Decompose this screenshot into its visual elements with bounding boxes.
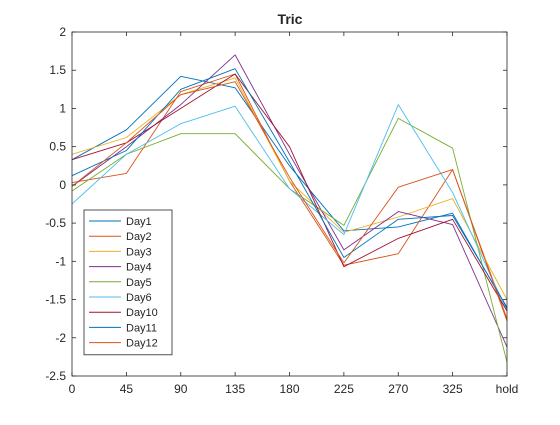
series-line-day1 [71, 75, 508, 309]
x-tick-label: hold [496, 382, 519, 396]
legend-label-day2: Day2 [126, 231, 152, 243]
y-tick-label: 0.5 [49, 140, 66, 154]
x-tick-label: 270 [388, 382, 408, 396]
axes-layer: 0 45 90 135 180 225 270 325 hold -2.5 -2 -1.5 -1 -0.5… [45, 25, 518, 396]
legend-label-day12: Day12 [126, 338, 158, 350]
x-tick-label: 325 [443, 382, 463, 396]
series-line-day11 [71, 68, 508, 308]
legend-box [83, 209, 173, 356]
legend-label-day1: Day1 [126, 216, 152, 228]
y-tick-label: -0.5 [45, 216, 66, 230]
y-tick-label: 1.5 [49, 63, 66, 77]
chart-title: Tric [278, 11, 303, 27]
y-tick-label: -1.5 [45, 293, 66, 307]
legend-label-day10: Day10 [126, 307, 158, 319]
y-tick-label: -2 [55, 331, 66, 345]
series-line-day4 [71, 54, 508, 348]
x-tick-label: 225 [334, 382, 354, 396]
x-tick-label: 45 [120, 382, 134, 396]
legend-label-day3: Day3 [126, 246, 152, 258]
x-tick-label: 90 [174, 382, 188, 396]
y-tick-label: 1 [59, 101, 66, 115]
legend: Day1 Day2 Day3 Day4 Day5 Day6 Day10 Day11 Day12 [83, 209, 173, 356]
legend-label-day11: Day11 [126, 322, 157, 334]
series-line-day3 [71, 77, 508, 300]
legend-label-day5: Day5 [126, 277, 152, 289]
legend-label-day4: Day4 [126, 262, 152, 274]
series-layer [71, 54, 508, 363]
x-tick-label: 180 [279, 382, 299, 396]
x-tick-label: 135 [225, 382, 245, 396]
x-tick-label: 0 [69, 382, 76, 396]
series-line-day6 [71, 104, 508, 312]
series-line-day12 [71, 81, 508, 322]
y-tick-label: -1 [55, 254, 66, 268]
y-tick-label: 0 [59, 178, 66, 192]
y-tick-label: 2 [59, 25, 66, 39]
series-line-day10 [71, 73, 508, 312]
legend-label-day6: Day6 [126, 292, 152, 304]
y-tick-label: -2.5 [45, 369, 66, 383]
